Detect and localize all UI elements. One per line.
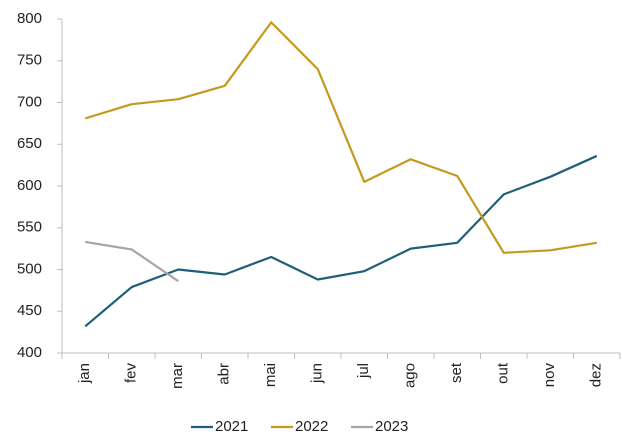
x-tick-label: dez (588, 363, 605, 387)
y-tick-label: 450 (17, 302, 42, 319)
series-line (84, 154, 598, 328)
x-tick-label: set (448, 362, 465, 383)
x-tick-label: mai (262, 363, 279, 387)
x-tick-label: ago (402, 363, 419, 388)
y-tick-label: 550 (17, 219, 42, 236)
y-tick-label: 400 (17, 344, 42, 361)
x-tick-label: mar (169, 363, 186, 389)
y-tick-label: 700 (17, 93, 42, 110)
x-tick-label: fev (123, 363, 140, 384)
y-tick-label: 800 (17, 10, 42, 27)
x-tick-label: abr (216, 363, 233, 385)
x-tick-label: out (495, 362, 512, 384)
x-tick-label: jun (309, 363, 326, 384)
y-tick-label: 650 (17, 135, 42, 152)
y-tick-label: 500 (17, 260, 42, 277)
series-line (84, 21, 597, 254)
series-line (85, 240, 179, 283)
x-tick-label: nov (541, 363, 558, 388)
legend-label: 2022 (295, 418, 328, 435)
y-tick-label: 750 (17, 52, 42, 69)
legend-label: 2021 (215, 418, 248, 435)
x-tick-label: jan (76, 363, 93, 384)
legend-label: 2023 (375, 418, 408, 435)
y-tick-label: 600 (17, 177, 42, 194)
x-tick-label: jul (355, 363, 372, 379)
